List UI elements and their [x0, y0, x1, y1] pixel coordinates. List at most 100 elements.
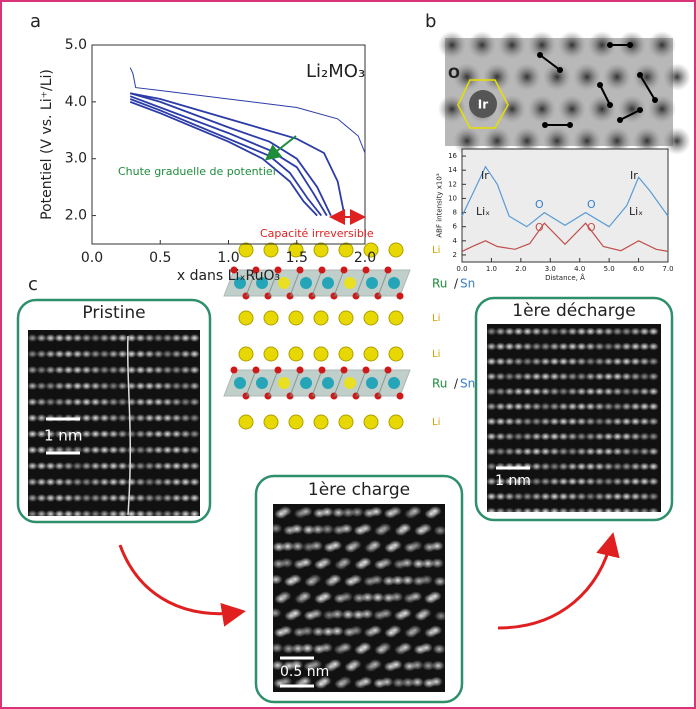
atom-column — [162, 366, 173, 374]
texture-dot — [618, 95, 646, 123]
atom-column — [189, 414, 200, 422]
texture-dot — [468, 31, 496, 59]
atom-column — [99, 510, 110, 518]
atom-column — [630, 477, 641, 486]
atom-column — [540, 372, 551, 381]
atom-column — [648, 432, 659, 441]
atom-column — [117, 478, 128, 486]
atom-column — [72, 382, 83, 390]
atom-column — [513, 507, 524, 516]
atom-column — [495, 402, 506, 411]
atom-column — [281, 541, 295, 552]
atom-column — [558, 387, 569, 396]
box-title: 1ère décharge — [512, 301, 635, 321]
atom-column — [144, 430, 155, 438]
atom-column — [495, 372, 506, 381]
atom-column — [594, 357, 605, 366]
atom-column — [585, 507, 596, 516]
scale-label: 1 nm — [495, 473, 531, 489]
atom-column — [36, 494, 47, 502]
atom-column — [171, 510, 182, 518]
atom-column — [567, 327, 578, 336]
x-axis-label: Distance, Å — [545, 273, 585, 282]
atom-column — [144, 462, 155, 470]
atom-column — [45, 510, 56, 518]
atom-column — [45, 334, 56, 342]
atom-column — [630, 402, 641, 411]
atom-column — [558, 507, 569, 516]
atom-column — [576, 387, 587, 396]
atom-column — [522, 432, 533, 441]
atom-column — [594, 372, 605, 381]
atom-column — [99, 366, 110, 374]
x-axis-label: x dans LiₓRuO₃ — [177, 268, 280, 284]
metal-atom — [278, 377, 290, 389]
atom-column — [410, 660, 424, 671]
atom-column — [36, 414, 47, 422]
atom-column — [72, 494, 83, 502]
atom-column — [328, 659, 342, 670]
dimer — [639, 74, 656, 101]
atom-column — [162, 446, 173, 454]
atom-column — [349, 625, 363, 636]
atom-column — [126, 334, 137, 342]
metal-atom — [388, 277, 400, 289]
atom-column — [621, 342, 632, 351]
atom-column — [54, 462, 65, 470]
atom-column — [279, 676, 293, 687]
x-tick-label: 0.0 — [81, 250, 103, 266]
atom-column — [171, 334, 182, 342]
atom-column — [309, 608, 323, 619]
texture-dot — [558, 95, 586, 123]
o-atom — [396, 392, 404, 400]
atom-column — [495, 432, 506, 441]
atom-column — [558, 492, 569, 501]
li-atom — [363, 310, 379, 326]
atom-column — [495, 447, 506, 456]
atom-column — [612, 492, 623, 501]
atom-column — [162, 350, 173, 358]
atom-column — [81, 494, 92, 502]
atom-column — [189, 462, 200, 470]
atom-column — [513, 447, 524, 456]
texture-dot — [513, 127, 541, 155]
slash: / — [454, 277, 459, 291]
atom-column — [135, 334, 146, 342]
y-tick-label: 4 — [453, 237, 458, 245]
atom-column — [36, 430, 47, 438]
atom-column — [594, 432, 605, 441]
atom-column — [63, 366, 74, 374]
y-tick-label: 2.0 — [65, 208, 87, 224]
metal-atom — [256, 277, 268, 289]
atom-column — [412, 558, 426, 569]
atom-column — [117, 430, 128, 438]
atom-column — [371, 592, 385, 603]
atom-column — [549, 462, 560, 471]
li-atom — [288, 242, 304, 258]
atom-column — [420, 574, 434, 585]
atom-column — [72, 334, 83, 342]
atom-column — [558, 447, 569, 456]
atom-column — [54, 510, 65, 518]
o-atom — [318, 366, 326, 374]
atom-column — [117, 494, 128, 502]
atom-column — [298, 591, 312, 602]
atom-column — [288, 574, 302, 585]
atom-column — [401, 677, 415, 688]
atom-column — [126, 414, 137, 422]
atom-column — [558, 342, 569, 351]
atom-column — [549, 342, 560, 351]
li-atom — [363, 414, 379, 430]
atom-column — [585, 477, 596, 486]
li-atom — [288, 346, 304, 362]
atom-column — [549, 417, 560, 426]
metal-atom — [234, 377, 246, 389]
atom-column — [45, 382, 56, 390]
atom-column — [117, 398, 128, 406]
atom-column — [522, 447, 533, 456]
atom-column — [36, 510, 47, 518]
li-atom — [238, 242, 254, 258]
atom-column — [54, 398, 65, 406]
atom-column — [108, 478, 119, 486]
atom-column — [567, 447, 578, 456]
